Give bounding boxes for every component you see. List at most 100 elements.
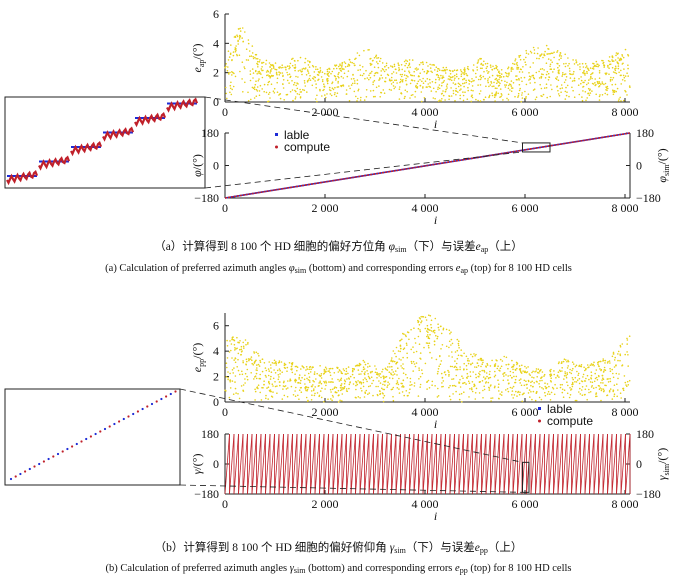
e_ap-point <box>394 86 397 88</box>
gamma-compute-line <box>436 433 442 495</box>
e_ap-point <box>231 74 233 76</box>
e_pp-point <box>626 351 628 353</box>
gamma-compute-line <box>287 433 293 495</box>
gamma-compute-line <box>413 433 419 495</box>
e_ap-point <box>431 81 434 83</box>
e_ap-point <box>383 70 386 73</box>
e_ap-point <box>236 34 238 36</box>
e_ap-point <box>267 100 269 103</box>
e_ap-point <box>353 80 356 82</box>
e_pp-point <box>321 387 323 390</box>
e_pp-point <box>280 361 283 363</box>
gamma-compute-line <box>404 433 410 495</box>
e_pp-point <box>523 392 525 395</box>
e_ap-point <box>528 79 530 81</box>
e_ap-point <box>620 58 623 61</box>
e_ap-point <box>443 69 445 72</box>
e_ap-point <box>480 76 483 79</box>
e_pp-point <box>304 374 306 377</box>
e_pp-point <box>452 393 454 395</box>
e_ap-point <box>531 74 534 77</box>
e_ap-point <box>429 82 431 84</box>
e_ap-point <box>448 69 451 72</box>
e_pp-point <box>412 346 414 348</box>
e_pp-point <box>440 332 443 335</box>
e_ap-point <box>586 72 588 75</box>
e_pp-point <box>528 389 531 391</box>
e_ap-point <box>581 62 584 65</box>
e_pp-point <box>371 382 373 385</box>
e_pp-point <box>539 386 541 388</box>
e_pp-point <box>588 388 590 391</box>
e_ap-point <box>239 30 242 32</box>
e_pp-point <box>545 387 547 390</box>
e_ap-point <box>434 97 436 100</box>
e_ap-point <box>515 63 518 65</box>
e_pp-point <box>622 388 624 390</box>
e_ap-point <box>256 73 259 75</box>
phi-inset-series <box>6 97 199 186</box>
e_ap-point <box>604 82 607 85</box>
e_ap-point <box>591 90 593 92</box>
gamma-y-label: γ/(°) <box>190 454 204 475</box>
e_ap-point <box>564 79 567 81</box>
e_ap-point <box>466 67 469 70</box>
e_pp-point <box>316 392 319 394</box>
e_ap-point <box>519 68 522 70</box>
e_ap-point <box>525 97 527 99</box>
e_pp-point <box>273 369 275 371</box>
e_pp-point <box>228 351 231 353</box>
gamma-compute-line <box>260 433 266 495</box>
e_ap-point <box>516 61 518 64</box>
e_ap-point <box>612 71 615 73</box>
e_pp-point <box>273 362 275 365</box>
e_ap-point <box>560 84 563 86</box>
gamma-inset-point <box>118 420 121 423</box>
e_ap-point <box>247 59 250 61</box>
e_pp-point <box>603 366 606 369</box>
e_pp-point <box>325 384 327 387</box>
e_pp-point <box>461 401 463 403</box>
e_pp-point <box>275 361 277 363</box>
e_ap-point <box>442 90 444 92</box>
e_ap-point <box>477 78 480 81</box>
e_pp-point <box>310 399 313 401</box>
e_pp-point <box>240 351 243 353</box>
e_ap-point <box>384 65 386 68</box>
e_ap-point <box>425 61 428 64</box>
e_ap-point <box>320 76 323 78</box>
phi-y-label: φ/(°) <box>190 154 204 177</box>
e_ap-point <box>241 61 244 63</box>
gamma-compute-line <box>476 433 482 495</box>
e_ap-point <box>454 77 456 79</box>
e_pp-point <box>235 392 237 394</box>
e_ap-point <box>609 80 612 82</box>
e_pp-point <box>585 385 588 387</box>
e_ap-point <box>372 89 375 92</box>
e_ap-point <box>270 70 272 73</box>
e_pp-point <box>559 386 562 389</box>
e_ap-point <box>557 62 559 65</box>
e_pp-point <box>225 376 227 378</box>
e_ap-point <box>352 74 354 76</box>
e_pp-point <box>521 364 523 367</box>
e_ap-y-tick-label: 6 <box>213 7 219 21</box>
e_ap-point <box>553 68 555 70</box>
e_pp-point <box>584 388 587 391</box>
e_pp-point <box>437 326 440 329</box>
e_pp-point <box>251 359 253 362</box>
e_ap-point <box>421 61 424 64</box>
e_ap-point <box>510 80 513 82</box>
e_ap-point <box>622 56 625 59</box>
gamma-compute-line <box>427 433 433 495</box>
e_pp-point <box>572 367 574 370</box>
e_ap-point <box>313 76 315 78</box>
e_ap-point <box>606 93 609 96</box>
e_ap-point <box>500 93 503 95</box>
e_pp-point <box>305 369 307 371</box>
e_pp-point <box>522 370 524 372</box>
e_pp-point <box>401 391 404 393</box>
e_ap-point <box>459 69 462 71</box>
e_pp-point <box>427 344 430 347</box>
e_ap-point <box>611 66 614 69</box>
